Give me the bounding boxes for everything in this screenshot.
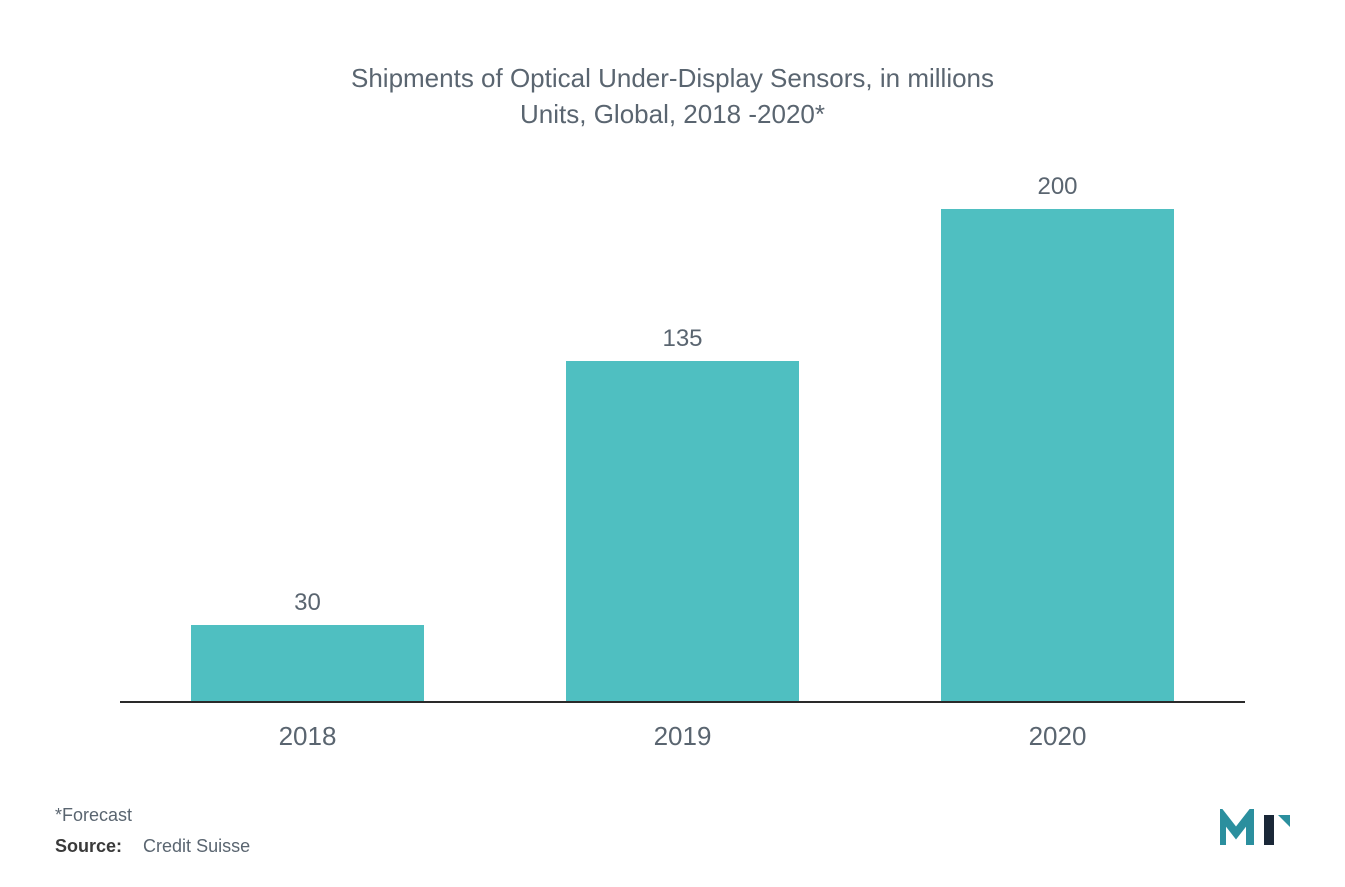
chart-title: Shipments of Optical Under-Display Senso… (60, 60, 1285, 133)
bar-value-2020: 200 (1037, 173, 1077, 201)
chart-container: Shipments of Optical Under-Display Senso… (0, 0, 1345, 887)
x-label-2019: 2019 (495, 721, 870, 752)
mi-logo-icon (1220, 809, 1290, 847)
x-label-2020: 2020 (870, 721, 1245, 752)
x-axis-labels: 2018 2019 2020 (120, 721, 1245, 752)
bar-2018 (191, 625, 423, 700)
x-label-2018: 2018 (120, 721, 495, 752)
bar-2020 (941, 209, 1173, 701)
bar-group-2019: 135 (495, 173, 870, 701)
bar-2019 (566, 361, 798, 700)
bars-wrapper: 30 135 200 (120, 173, 1245, 701)
source-label: Source: (55, 836, 122, 856)
bar-value-2018: 30 (294, 589, 321, 617)
source-value: Credit Suisse (143, 836, 250, 856)
bar-value-2019: 135 (662, 325, 702, 353)
chart-title-line2: Units, Global, 2018 -2020* (520, 99, 825, 129)
bar-group-2020: 200 (870, 173, 1245, 701)
chart-footer: *Forecast Source: Credit Suisse (55, 805, 1290, 857)
bar-group-2018: 30 (120, 173, 495, 701)
chart-title-line1: Shipments of Optical Under-Display Senso… (351, 63, 994, 93)
source-line: Source: Credit Suisse (55, 836, 1290, 857)
forecast-note: *Forecast (55, 805, 1290, 826)
plot-area: 30 135 200 (120, 173, 1245, 703)
